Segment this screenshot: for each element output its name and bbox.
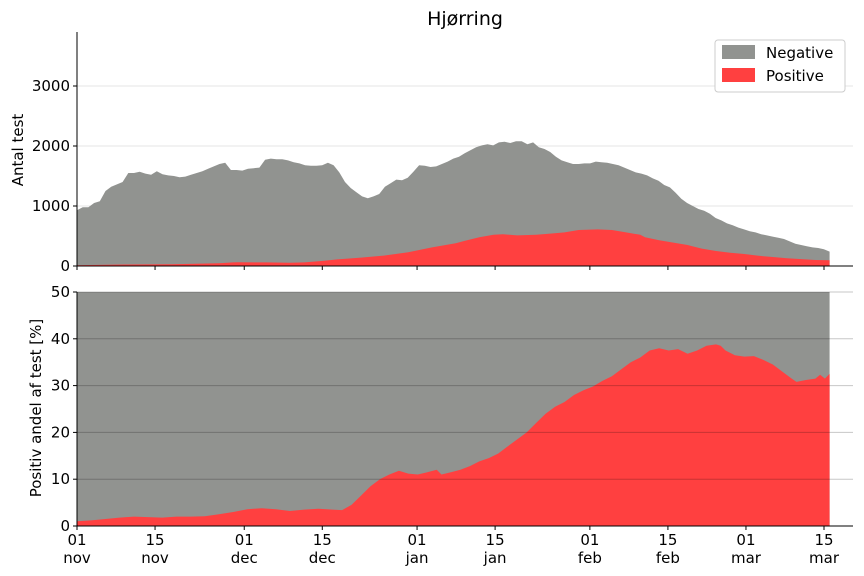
x-tick-label-day: 01 — [67, 531, 86, 549]
legend-swatch-negative — [722, 45, 755, 59]
bottom-y-tick-label: 20 — [51, 423, 70, 441]
x-tick-label-day: 01 — [235, 531, 254, 549]
x-tick-label-month: mar — [731, 549, 762, 567]
x-tick-label-day: 15 — [145, 531, 164, 549]
top-y-tick-label: 2000 — [32, 137, 70, 155]
bottom-y-tick-label: 40 — [51, 330, 70, 348]
top-y-tick-label: 1000 — [32, 197, 70, 215]
x-tick-label-month: dec — [309, 549, 336, 567]
bottom-y-tick-label: 50 — [51, 283, 70, 301]
x-tick-label-month: nov — [141, 549, 169, 567]
positive-area — [77, 229, 830, 266]
x-tick-label-month: jan — [405, 549, 429, 567]
x-tick-label-day: 01 — [580, 531, 599, 549]
x-tick-label-month: nov — [63, 549, 91, 567]
x-tick-label-month: feb — [578, 549, 602, 567]
bottom-gridlines — [77, 291, 853, 480]
top-y-axis-label: Antal test — [9, 114, 27, 187]
top-y-tick-label: 0 — [60, 257, 70, 275]
x-tick-label-month: mar — [809, 549, 840, 567]
legend: Negative Positive — [714, 39, 846, 93]
x-tick-label-day: 15 — [658, 531, 677, 549]
x-tick-label-day: 01 — [736, 531, 755, 549]
bottom-y-axis-label: Positiv andel af test [%] — [27, 319, 45, 498]
top-y-tick-label: 3000 — [32, 77, 70, 95]
legend-swatch-positive — [722, 68, 755, 82]
chart-title: Hjørring — [427, 8, 503, 30]
legend-label-negative: Negative — [766, 44, 833, 62]
x-tick-label-day: 15 — [313, 531, 332, 549]
bottom-y-tick-label: 30 — [51, 377, 70, 395]
bottom-y-tick-label: 10 — [51, 470, 70, 488]
x-tick-label-month: feb — [656, 549, 680, 567]
x-tick-label-day: 01 — [408, 531, 427, 549]
bottom-y-ticks: 0 10 20 30 40 50 — [51, 283, 77, 535]
legend-label-positive: Positive — [766, 67, 824, 85]
x-tick-label-day: 15 — [814, 531, 833, 549]
x-tick-label-month: dec — [231, 549, 258, 567]
top-y-ticks: 0 1000 2000 3000 — [32, 77, 77, 275]
x-axis-ticks: 01nov15nov01dec15dec01jan15jan01feb15feb… — [63, 526, 840, 567]
positive-share-area — [77, 344, 830, 526]
bottom-axes — [76, 292, 853, 527]
x-tick-label-month: jan — [483, 549, 507, 567]
bottom-y-tick-label: 0 — [60, 517, 70, 535]
top-panel: 0 1000 2000 3000 Antal test Negative Positi… — [9, 32, 853, 275]
top-axes — [76, 32, 853, 270]
negative-area — [77, 141, 830, 266]
x-tick-label-day: 15 — [486, 531, 505, 549]
